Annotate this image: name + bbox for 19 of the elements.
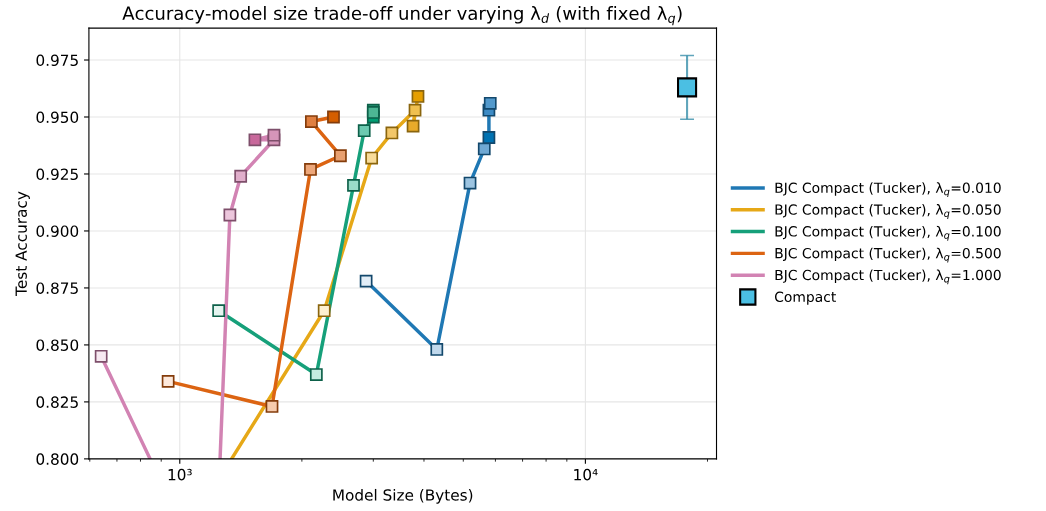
y-tick-label: 0.875 [36, 282, 78, 294]
y-tick-label: 0.925 [36, 168, 78, 180]
legend-label: BJC Compact (Tucker), λ$_{q}$=0.010 [775, 182, 1001, 198]
y-tick-label: 0.825 [36, 396, 78, 408]
x-tick-label: 10⁴ [574, 468, 598, 481]
chart-title: Accuracy-model size trade-off under varying λ$_{d}$ (with fixed λ$_{q}$) [122, 6, 682, 26]
x-axis-title: Model Size (Bytes) [333, 488, 473, 504]
y-axis-title: Test Accuracy [15, 191, 30, 296]
y-tick-label: 0.950 [36, 111, 79, 124]
x-tick-label: 10³ [168, 468, 192, 481]
legend-label: BJC Compact (Tucker), λ$_{q}$=0.050 [775, 204, 1001, 219]
y-tick-label: 0.975 [36, 54, 78, 67]
legend-label: BJC Compact (Tucker), λ$_{q}$=1.000 [775, 269, 1001, 285]
legend-label: BJC Compact (Tucker), λ$_{q}$=0.100 [775, 225, 1001, 241]
legend-label: BJC Compact (Tucker), λ$_{q}$=0.500 [775, 247, 1001, 263]
legend-label: Compact [774, 291, 836, 305]
y-tick-label: 0.800 [36, 453, 79, 465]
y-tick-label: 0.850 [36, 339, 79, 351]
y-tick-label: 0.900 [36, 225, 79, 237]
